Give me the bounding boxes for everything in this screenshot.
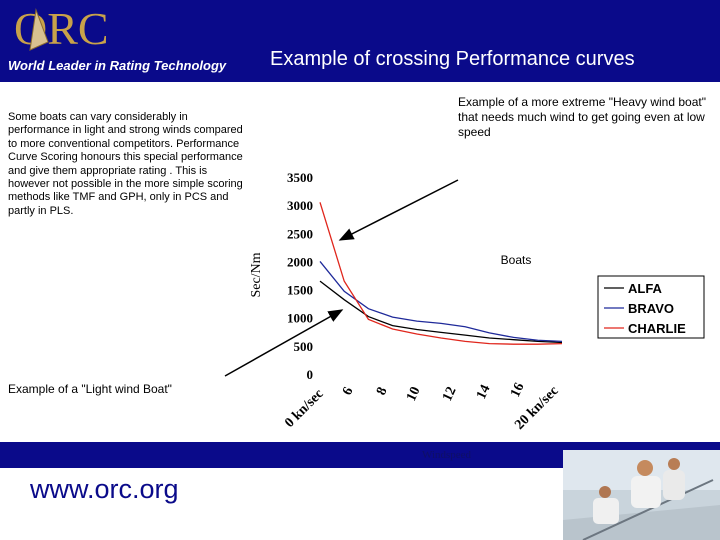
- legend-label: BRAVO: [628, 301, 674, 316]
- orc-logo: ORC: [14, 3, 109, 54]
- footer-xlabel: Windspeed: [422, 449, 472, 461]
- series-line-alfa: [319, 280, 563, 344]
- x-tick-label: 8: [374, 385, 391, 398]
- x-tick-label: 6: [340, 385, 357, 398]
- y-tick-label: 3500: [287, 170, 313, 185]
- performance-chart: 0 500 1000 1500 2000 2500 3000 3500 0 kn/sec 6 8 10…: [224, 170, 705, 433]
- header-bar: [0, 0, 720, 82]
- y-tick-label: 0: [307, 367, 314, 382]
- light-wind-arrow: [224, 309, 344, 377]
- description-text: Some boats can vary considerably in perf…: [8, 111, 243, 217]
- sail-icon: [29, 8, 49, 51]
- legend-label: CHARLIE: [628, 321, 686, 336]
- series-line-bravo: [319, 261, 563, 343]
- y-tick-label: 500: [294, 339, 314, 354]
- y-tick-label: 1000: [287, 311, 313, 326]
- heavy-wind-arrow: [338, 179, 459, 241]
- x-tick-label: 10: [404, 385, 424, 404]
- x-tick-label: 16: [508, 381, 528, 400]
- website-link[interactable]: www.orc.org: [30, 474, 179, 504]
- heavy-wind-callout: Example of a more extreme "Heavy wind bo…: [458, 95, 706, 139]
- sailing-photo: [563, 450, 720, 540]
- y-tick-label: 2000: [287, 254, 313, 269]
- x-tick-label: 12: [440, 385, 460, 404]
- page-title: Example of crossing Performance curves: [270, 48, 635, 70]
- series-line-charlie: [319, 202, 563, 345]
- chart-title: Boats: [501, 253, 532, 267]
- tagline: World Leader in Rating Technology: [8, 58, 227, 73]
- y-tick-label: 2500: [287, 226, 313, 241]
- y-axis-label: Sec/Nm: [249, 252, 264, 297]
- x-tick-label: 0 kn/sec: [282, 386, 326, 430]
- x-tick-label: 14: [474, 383, 494, 402]
- orc-logo-text: ORC: [14, 3, 109, 54]
- y-tick-label: 1500: [287, 283, 313, 298]
- light-wind-callout: Example of a "Light wind Boat": [8, 382, 172, 396]
- legend-label: ALFA: [628, 281, 663, 296]
- y-tick-label: 3000: [287, 198, 313, 213]
